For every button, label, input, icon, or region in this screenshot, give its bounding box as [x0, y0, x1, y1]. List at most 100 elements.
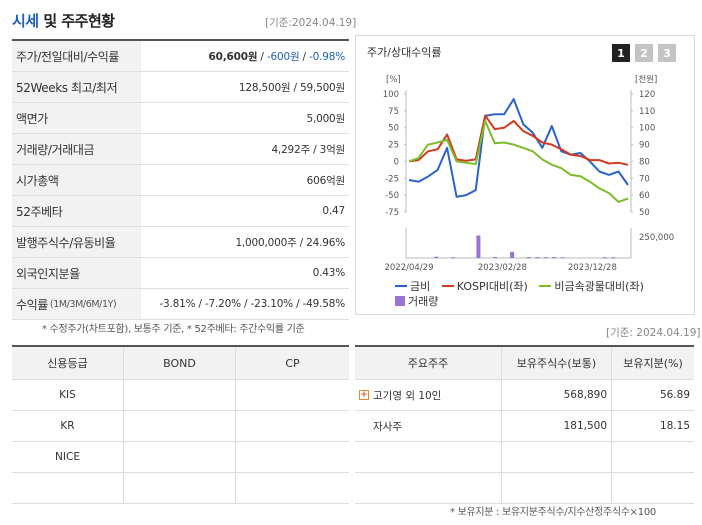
- left-tick-label: -25: [385, 174, 399, 184]
- chart-legend-volume: 거래량: [395, 293, 446, 309]
- holder-shares: [502, 473, 612, 503]
- quote-value: 0.43%: [312, 267, 346, 279]
- title-rest: 및 주주현황: [38, 12, 115, 30]
- chart-panel: [355, 35, 695, 315]
- price-change: -600원: [266, 50, 300, 63]
- quote-label: 외국인지분율: [12, 258, 141, 288]
- cp-rating: [236, 442, 349, 472]
- holder-name-cell: + 고기영 외 10인: [355, 380, 502, 410]
- title-accent: 시세: [12, 12, 39, 30]
- quote-row-shares: 발행주식수/유동비율 1,000,000주 / 24.96%: [12, 227, 349, 258]
- volume-bar: [510, 251, 515, 258]
- legend-label: KOSPI대비(좌): [456, 280, 528, 293]
- volume-bar: [476, 235, 481, 258]
- table-row: KR: [12, 411, 349, 442]
- holder-shares: 181,500: [502, 411, 612, 441]
- legend-item-volume: 거래량: [395, 293, 438, 309]
- agency-name: KR: [12, 411, 124, 441]
- legend-label: 거래량: [408, 295, 439, 308]
- holder-pct: [612, 473, 694, 503]
- chart-title: 주가/상대수익률: [367, 46, 442, 59]
- quote-value: -3.81% / -7.20% / -23.10% / -49.58%: [159, 298, 345, 310]
- left-tick-label: 50: [388, 124, 399, 134]
- series-line-0: [408, 98, 629, 198]
- legend-item-stock: 금비: [395, 278, 430, 294]
- holder-pct: 18.15: [659, 420, 690, 432]
- column-header: 신용등급: [12, 347, 124, 379]
- holder-name-cell: 자사주: [355, 411, 502, 441]
- quote-row-52weeks: 52Weeks 최고/최저 128,500원 / 59,500원: [12, 72, 349, 103]
- expand-plus-icon[interactable]: +: [359, 390, 369, 400]
- quote-row-beta: 52주베타 0.47: [12, 196, 349, 227]
- legend-swatch: [441, 285, 454, 287]
- holder-shares: 568,890: [502, 380, 612, 410]
- chart-tab-2-button[interactable]: 2: [635, 44, 653, 62]
- volume-bar: [560, 257, 565, 259]
- credit-rating-table: 신용등급 BOND CP KIS KR NICE: [12, 345, 349, 504]
- shareholders-table: 주요주주 보유주식수(보통) 보유지분(%) + 고기영 외 10인 568,89…: [355, 345, 694, 504]
- legend-label: 비금속광물대비(좌): [554, 280, 644, 293]
- left-tick-label: -75: [385, 208, 399, 218]
- cp-rating: [236, 380, 349, 410]
- left-tick-label: 25: [388, 141, 399, 151]
- table-row: [355, 473, 694, 504]
- bond-rating: [124, 442, 236, 472]
- left-tick-label: 0: [394, 157, 399, 167]
- right-tick-label: 60: [639, 191, 650, 201]
- bond-rating: [124, 380, 236, 410]
- quote-value: 128,500원 / 59,500원: [238, 81, 345, 94]
- returns-label-periods: (1M/3M/6M/1Y): [49, 298, 117, 310]
- left-tick-label: -50: [385, 191, 399, 201]
- right-tick-label: 120: [639, 90, 655, 100]
- quote-value: 60,600원 / -600원 / -0.98%: [141, 49, 349, 64]
- bond-rating: [124, 473, 236, 503]
- right-tick-label: 90: [639, 141, 650, 151]
- table-row: 자사주 181,500 18.15: [355, 411, 694, 442]
- quote-label: 수익률 (1M/3M/6M/1Y): [12, 289, 141, 319]
- x-tick-label: 2023/02/28: [478, 263, 527, 273]
- quote-label: 52주베타: [12, 196, 141, 226]
- quote-row-foreign: 외국인지분율 0.43%: [12, 258, 349, 289]
- volume-tick-label: 250,000: [639, 233, 674, 243]
- volume-bar: [493, 257, 498, 258]
- price-change-pct: -0.98%: [309, 50, 345, 63]
- right-tick-label: 50: [639, 208, 650, 218]
- legend-item-kospi: KOSPI대비(좌): [441, 278, 528, 294]
- chart-tab-3-button[interactable]: 3: [658, 44, 676, 62]
- base-date-holders: [기준: 2024.04.19]: [606, 327, 701, 339]
- volume-bar: [451, 257, 456, 259]
- quote-value: 5,000원: [306, 112, 345, 125]
- quote-label: 시가총액: [12, 165, 141, 195]
- right-tick-label: 100: [639, 124, 655, 134]
- holder-name-cell: [355, 473, 502, 503]
- right-axis-unit: [천원]: [635, 74, 657, 85]
- quote-table: 주가/전일대비/수익률 60,600원 / -600원 / -0.98% 52W…: [12, 39, 349, 320]
- holder-name: 자사주: [373, 420, 402, 433]
- volume-bar: [535, 257, 540, 259]
- chart-legend: 금비 KOSPI대비(좌) 비금속광물대비(좌): [395, 277, 652, 294]
- right-tick-label: 70: [639, 174, 650, 184]
- quote-label: 발행주식수/유동비율: [12, 227, 141, 257]
- left-tick-label: 100: [383, 90, 399, 100]
- agency-name: NICE: [12, 442, 124, 472]
- volume-bar: [434, 256, 439, 258]
- quote-label: 액면가: [12, 103, 141, 133]
- x-tick-label: 2022/04/29: [385, 263, 434, 273]
- section-title: 시세 및 주주현황: [12, 10, 115, 31]
- chart-tab-1-button[interactable]: 1: [612, 44, 630, 62]
- volume-bar: [552, 257, 557, 258]
- series-line-1: [408, 114, 629, 166]
- holder-shares: [502, 442, 612, 472]
- separator: /: [299, 50, 310, 63]
- footnote-holders: * 보유지분 : 보유지분주식수/지수산정주식수×100: [450, 507, 656, 518]
- quote-label: 주가/전일대비/수익률: [12, 41, 141, 71]
- left-tick-label: 75: [388, 107, 399, 117]
- agency-name: [12, 473, 124, 503]
- quote-row-par-value: 액면가 5,000원: [12, 103, 349, 134]
- volume-bar: [611, 257, 616, 259]
- holder-name: 고기영 외 10인: [373, 389, 442, 402]
- x-tick-label: 2023/12/28: [568, 263, 617, 273]
- quote-label: 52Weeks 최고/최저: [12, 72, 141, 102]
- separator: /: [257, 50, 267, 63]
- quote-row-price: 주가/전일대비/수익률 60,600원 / -600원 / -0.98%: [12, 41, 349, 72]
